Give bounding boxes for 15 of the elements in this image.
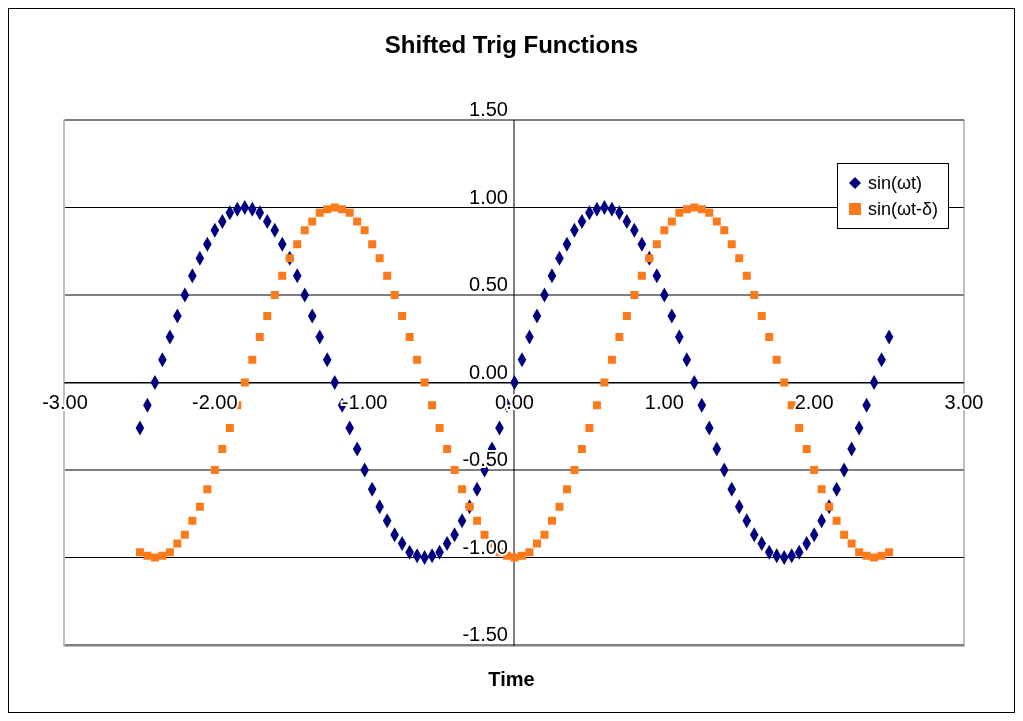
y-tick-label: -0.50 [462, 448, 508, 470]
x-tick-label: -2.00 [192, 391, 238, 413]
y-tick-label: 1.50 [469, 98, 508, 120]
x-tick-label: 2.00 [794, 391, 834, 413]
y-tick-label: 1.00 [469, 185, 508, 208]
legend-label: sin(ωt-δ) [867, 198, 938, 221]
x-tick-label: -3.00 [42, 391, 88, 413]
legend-label: sin(ωt) [867, 172, 922, 195]
x-axis-title: Time [487, 668, 536, 691]
x-tick-label: 3.00 [944, 391, 984, 413]
x-tick-label: 1.00 [644, 391, 684, 413]
y-tick-label: 0.50 [469, 273, 508, 295]
chart-title: Shifted Trig Functions [383, 31, 640, 59]
y-tick-label: 0.00 [469, 360, 508, 383]
y-tick-label: -1.50 [462, 623, 508, 645]
